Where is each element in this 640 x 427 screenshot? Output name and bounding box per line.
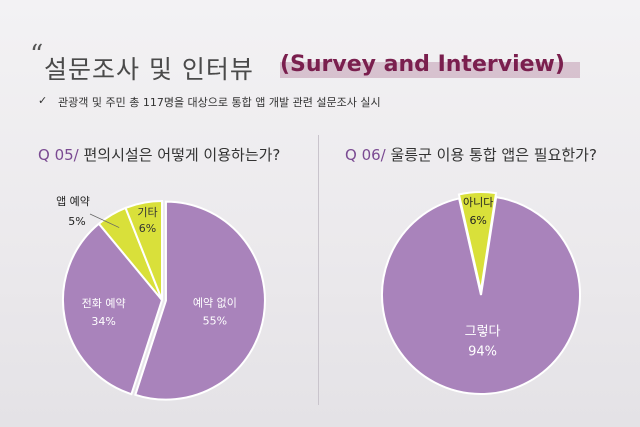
chart2-label-0: 그렇다 [465,325,501,340]
chart1-label-2: 앱 예약 [56,194,90,208]
chart1-value-1: 34% [91,315,115,328]
slide-title-english: (Survey and Interview) [280,52,565,77]
slide-title-korean: 설문조사 및 인터뷰 [44,55,254,84]
chart1-slice-3 [124,199,163,301]
chart1-label-1: 전화 예약 [82,296,126,310]
chart2-title-text: 울릉군 이용 통합 앱은 필요한가? [390,146,597,164]
chart1-leader-2 [89,213,120,228]
chart1-label-3: 기타 [137,206,157,219]
chart1-slice-1 [62,222,164,396]
chart1-title: Q 05/ 편의시설은 어떻게 이용하는가? [38,144,280,165]
chart1-value-0: 55% [203,314,227,327]
chart2-title: Q 06/ 울릉군 이용 통합 앱은 필요한가? [345,144,597,165]
slide-subtitle: 관광객 및 주민 총 117명을 대상으로 통합 앱 개발 관련 설문조사 실시 [58,96,381,109]
chart2-title-prefix: Q 06/ [345,146,386,164]
chart1-label-0: 예약 없이 [193,295,237,309]
chart2-value-1: 6% [469,214,486,227]
chart2-slice-0 [381,196,581,395]
chart1-slice-0 [134,200,266,401]
chart1-title-prefix: Q 05/ [38,146,79,164]
check-icon: ✓ [38,94,48,107]
chart2-label-1: 아니다 [463,196,493,209]
chart1-value-2: 5% [68,215,85,228]
quote-mark: “ [30,40,44,70]
chart2-slice-1 [457,191,498,292]
title-highlight [280,62,580,78]
chart1-value-3: 6% [139,222,156,235]
chart2-value-0: 94% [468,345,497,360]
chart1-title-text: 편의시설은 어떻게 이용하는가? [83,146,281,164]
column-divider [318,135,319,405]
